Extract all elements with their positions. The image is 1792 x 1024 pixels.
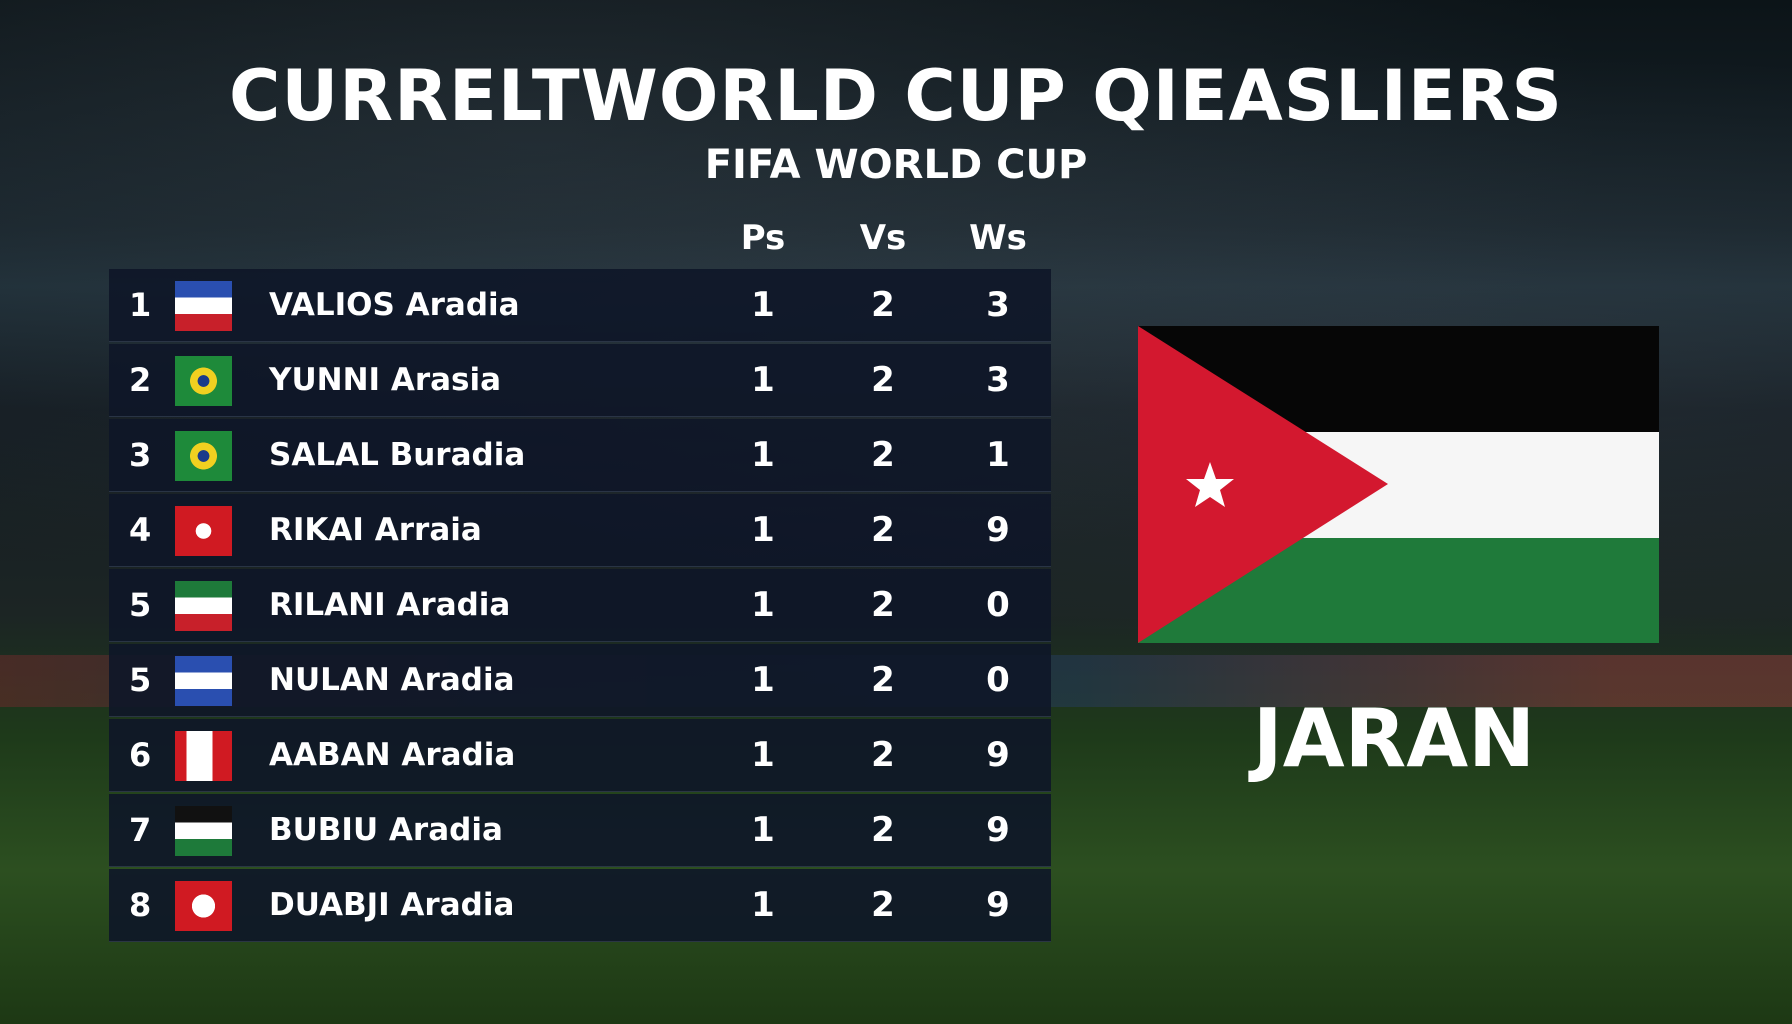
vs-value: 2: [871, 735, 895, 775]
vs-value: 2: [871, 435, 895, 475]
team-name: RILANI Aradia: [269, 587, 511, 623]
standings-table: 1 VALIOS Aradia 1 2 3 2 YUNNI Arasia 1 2 3 3 SALAL …: [109, 269, 1051, 944]
ws-value: 3: [986, 360, 1010, 400]
team-flag: [175, 281, 232, 331]
rank: 7: [129, 811, 152, 849]
rank: 6: [129, 736, 152, 774]
featured-team: JARAN: [1252, 692, 1536, 785]
vs-value: 2: [871, 585, 895, 625]
ws-value: 3: [986, 285, 1010, 325]
ps-value: 1: [751, 810, 775, 850]
subtitle: FIFA WORLD CUP: [704, 142, 1088, 188]
team-flag: [175, 881, 232, 931]
team-flag: [175, 731, 232, 781]
ps-value: 1: [751, 285, 775, 325]
ps-value: 1: [751, 885, 775, 925]
vs-value: 2: [871, 360, 895, 400]
team-name: DUABJI Aradia: [269, 887, 515, 923]
rank: 4: [129, 511, 152, 549]
ps-value: 1: [751, 360, 775, 400]
team-flag: [175, 581, 232, 631]
vs-value: 2: [871, 885, 895, 925]
ws-value: 0: [986, 660, 1010, 700]
ws-value: 1: [986, 435, 1010, 475]
rank: 5: [129, 661, 152, 699]
ps-value: 1: [751, 585, 775, 625]
ps-value: 1: [751, 435, 775, 475]
team-flag: [175, 506, 232, 556]
column-header: Ps: [740, 218, 786, 258]
table-row: 8 DUABJI Aradia 1 2 9: [109, 869, 1051, 942]
vs-value: 2: [871, 510, 895, 550]
rank: 1: [129, 286, 152, 324]
ws-value: 9: [986, 510, 1010, 550]
ps-value: 1: [751, 510, 775, 550]
table-row: 1 VALIOS Aradia 1 2 3: [109, 269, 1051, 342]
table-row: 5 NULAN Aradia 1 2 0: [109, 644, 1051, 717]
ws-value: 9: [986, 735, 1010, 775]
ws-value: 0: [986, 585, 1010, 625]
team-flag: [175, 806, 232, 856]
ps-value: 1: [751, 735, 775, 775]
table-row: 6 AABAN Aradia 1 2 9: [109, 719, 1051, 792]
table-row: 7 BUBIU Aradia 1 2 9: [109, 794, 1051, 867]
ps-value: 1: [751, 660, 775, 700]
team-name: SALAL Buradia: [269, 437, 526, 473]
team-name: YUNNI Arasia: [269, 362, 502, 398]
table-row: 2 YUNNI Arasia 1 2 3: [109, 344, 1051, 417]
title: CURRELTWORLD CUP QIEASLIERS: [229, 55, 1563, 137]
vs-value: 2: [871, 810, 895, 850]
vs-value: 2: [871, 660, 895, 700]
vs-value: 2: [871, 285, 895, 325]
rank: 8: [129, 886, 152, 924]
featured-flag: [1138, 326, 1659, 643]
table-row: 4 RIKAI Arraia 1 2 9: [109, 494, 1051, 567]
table-row: 3 SALAL Buradia 1 2 1: [109, 419, 1051, 492]
team-flag: [175, 356, 232, 406]
ws-value: 9: [986, 810, 1010, 850]
team-name: AABAN Aradia: [269, 737, 516, 773]
ws-value: 9: [986, 885, 1010, 925]
team-name: BUBIU Aradia: [269, 812, 503, 848]
rank: 2: [129, 361, 152, 399]
team-name: RIKAI Arraia: [269, 512, 482, 548]
team-name: VALIOS Aradia: [269, 287, 520, 323]
column-header: Vs: [859, 218, 907, 258]
rank: 5: [129, 586, 152, 624]
table-row: 5 RILANI Aradia 1 2 0: [109, 569, 1051, 642]
team-name: NULAN Aradia: [269, 662, 515, 698]
column-header: Ws: [969, 218, 1027, 258]
team-flag: [175, 656, 232, 706]
team-flag: [175, 431, 232, 481]
rank: 3: [129, 436, 152, 474]
